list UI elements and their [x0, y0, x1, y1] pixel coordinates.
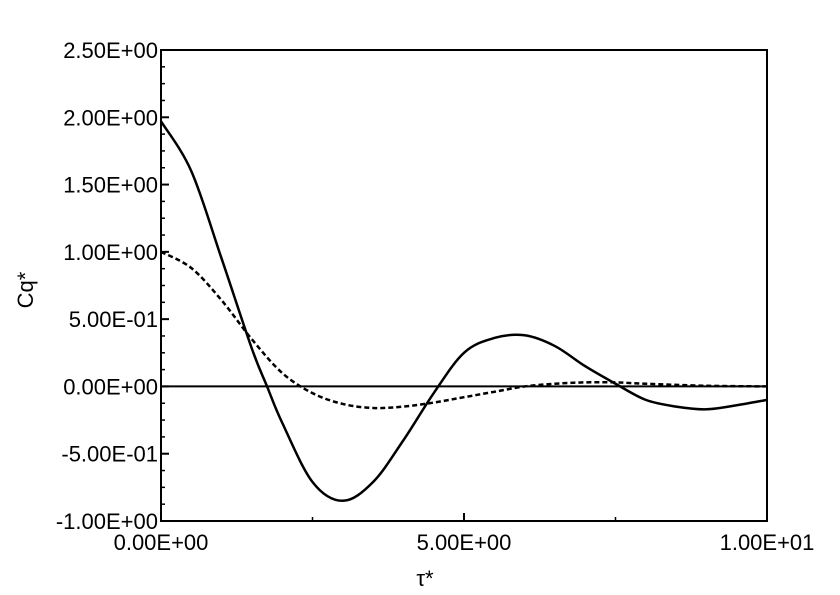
- y-axis-title: Cq*: [13, 271, 38, 308]
- y-tick-label: -5.00E-01: [61, 442, 158, 467]
- x-axis-title: τ*: [416, 566, 434, 591]
- y-tick-label: -1.00E+00: [56, 509, 158, 534]
- axes-layer: [160, 49, 768, 522]
- labels-layer: -1.00E+00 -5.00E-01 0.00E+00 5.00E-01 1.00E+…: [56, 38, 815, 555]
- x-tick-label: 0.00E+00: [114, 530, 209, 555]
- y-tick-label: 2.50E+00: [63, 38, 158, 63]
- x-tick-label: 1.00E+01: [720, 530, 815, 555]
- y-tick-label: 5.00E-01: [69, 307, 158, 332]
- series-layer: [159, 120, 768, 503]
- solid-series-line: [159, 120, 768, 503]
- plot-frame: [160, 49, 768, 522]
- x-tick-label: 5.00E+00: [417, 530, 512, 555]
- y-tick-label: 1.00E+00: [63, 240, 158, 265]
- dashed-series-line: [160, 250, 768, 410]
- y-tick-label: 1.50E+00: [63, 173, 158, 198]
- y-tick-label: 2.00E+00: [63, 105, 158, 130]
- y-tick-label: 0.00E+00: [63, 374, 158, 399]
